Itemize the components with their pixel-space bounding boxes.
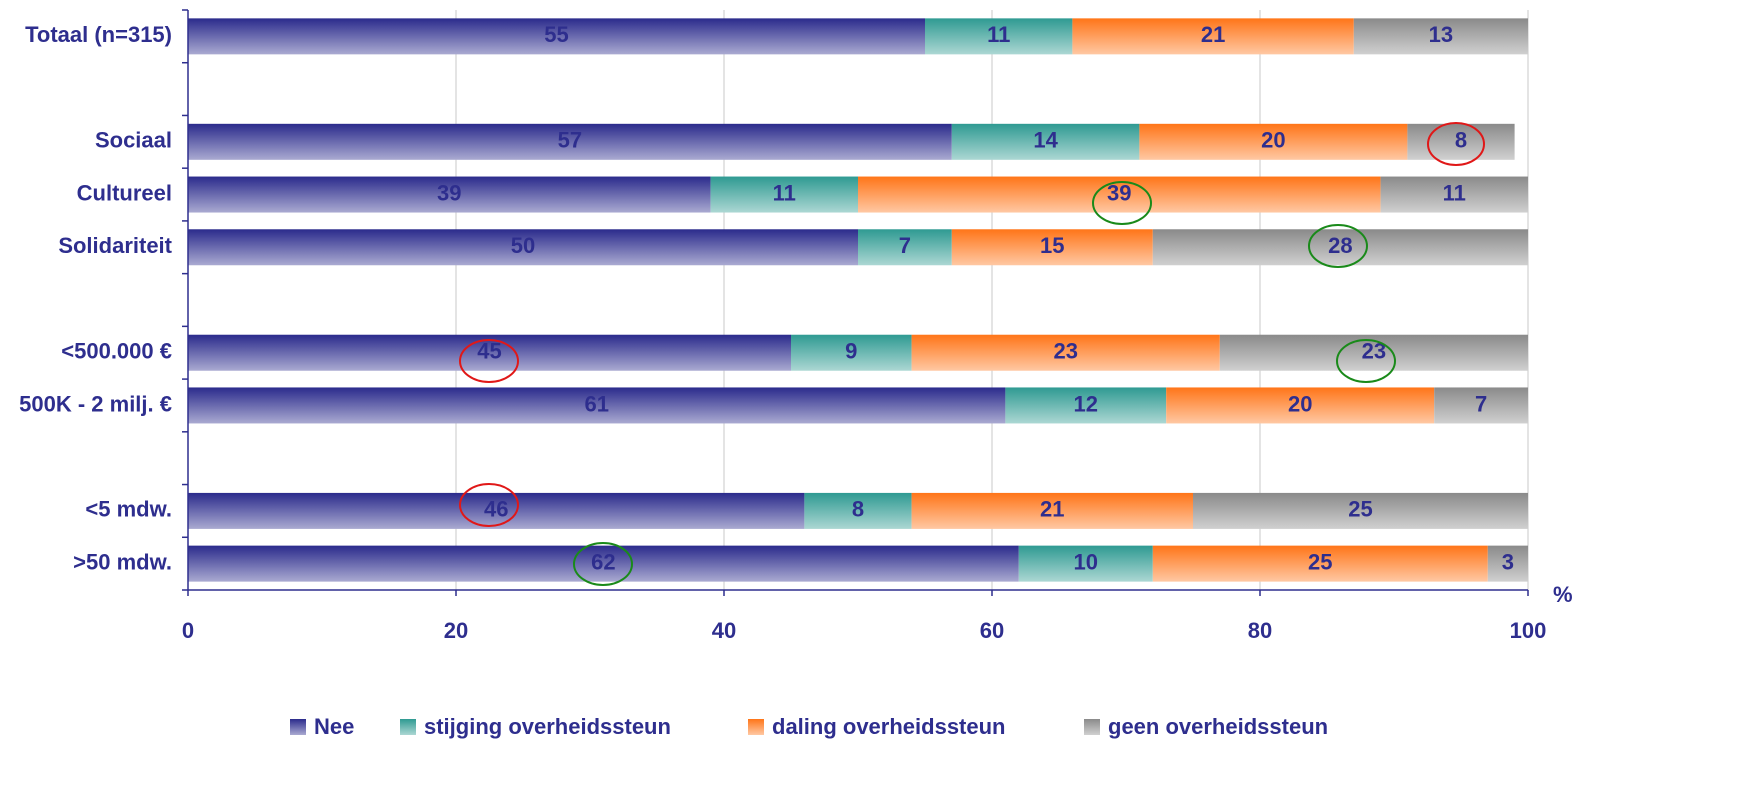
x-tick-label: 40 [712, 618, 736, 643]
data-label: 8 [852, 497, 864, 522]
bar-segment [911, 334, 1220, 371]
data-label: 45 [477, 339, 501, 364]
data-label: 39 [1107, 180, 1131, 205]
data-label: 14 [1033, 128, 1058, 153]
bar-segment [1152, 229, 1528, 266]
data-label: 9 [845, 339, 857, 364]
data-label: 62 [591, 549, 615, 574]
bar-segment [1166, 387, 1435, 424]
y-tick-label: Sociaal [95, 128, 172, 153]
bar-segment [1193, 492, 1528, 529]
data-label: 23 [1053, 339, 1077, 364]
bar-segment [951, 123, 1140, 160]
x-tick-label: 60 [980, 618, 1004, 643]
legend-label: geen overheidssteun [1108, 714, 1328, 739]
bar-segment [188, 176, 711, 213]
highlight-circle [1336, 339, 1396, 383]
bar-segment [1407, 123, 1515, 160]
data-label: 11 [1443, 180, 1466, 205]
bar-segment [188, 387, 1006, 424]
bar-segment [951, 229, 1153, 266]
data-label: 15 [1040, 233, 1064, 258]
y-tick-label: 500K - 2 milj. € [19, 391, 172, 416]
bar-segment [1152, 545, 1488, 582]
data-label: 13 [1429, 22, 1453, 47]
legend-label: stijging overheidssteun [424, 714, 671, 739]
bar-segment [1005, 387, 1167, 424]
x-axis-label: % [1553, 582, 1573, 607]
y-tick-label: Totaal (n=315) [25, 22, 172, 47]
bar-segment [1139, 123, 1408, 160]
data-label: 23 [1362, 339, 1386, 364]
y-tick-label: Solidariteit [58, 233, 172, 258]
y-tick-label: <500.000 € [61, 339, 172, 364]
data-label: 50 [511, 233, 535, 258]
data-label: 46 [484, 497, 508, 522]
data-label: 28 [1328, 233, 1352, 258]
data-label: 55 [544, 22, 568, 47]
x-tick-label: 100 [1510, 618, 1547, 643]
y-tick-label: >50 mdw. [73, 549, 172, 574]
highlight-circle [1427, 122, 1485, 166]
bar-segment [1072, 18, 1354, 55]
bar-segment [1487, 545, 1528, 582]
highlight-circle [573, 542, 633, 586]
bar-segment [1018, 545, 1153, 582]
x-tick-label: 20 [444, 618, 468, 643]
bar-segment [804, 492, 912, 529]
y-tick-label: <5 mdw. [85, 497, 172, 522]
bar-segment [188, 229, 858, 266]
data-label: 25 [1308, 549, 1332, 574]
bar-segment [1434, 387, 1528, 424]
data-label: 21 [1201, 22, 1225, 47]
y-tick-label: Cultureel [77, 180, 172, 205]
bar-segment [188, 123, 952, 160]
bar-segment [1380, 176, 1528, 213]
data-label: 25 [1348, 497, 1372, 522]
highlight-circle [459, 483, 519, 527]
bar-segment [791, 334, 912, 371]
data-label: 12 [1074, 391, 1098, 416]
data-label: 3 [1502, 549, 1514, 574]
legend-swatch [748, 719, 764, 735]
data-label: 7 [899, 233, 911, 258]
legend-label: Nee [314, 714, 354, 739]
bar-segment [1353, 18, 1528, 55]
data-label: 57 [558, 128, 582, 153]
x-tick-label: 80 [1248, 618, 1272, 643]
bar-segment [925, 18, 1073, 55]
x-tick-label: 0 [182, 618, 194, 643]
highlight-circle [1092, 181, 1152, 225]
bar-segment [188, 492, 805, 529]
legend-swatch [1084, 719, 1100, 735]
data-label: 7 [1475, 391, 1487, 416]
legend-label: daling overheidssteun [772, 714, 1006, 739]
highlight-circle [459, 339, 519, 383]
legend-swatch [400, 719, 416, 735]
data-label: 10 [1074, 549, 1098, 574]
data-label: 61 [584, 391, 608, 416]
data-label: 20 [1288, 391, 1312, 416]
bar-segment [858, 229, 952, 266]
bar-segment [911, 492, 1193, 529]
data-label: 11 [773, 180, 796, 205]
data-label: 20 [1261, 128, 1285, 153]
data-label: 11 [987, 22, 1010, 47]
bar-segment [188, 18, 925, 55]
data-label: 39 [437, 180, 461, 205]
highlight-circle [1308, 224, 1368, 268]
bar-segment [710, 176, 858, 213]
data-label: 8 [1455, 128, 1467, 153]
bar-segment [188, 545, 1019, 582]
data-label: 21 [1040, 497, 1064, 522]
legend-swatch [290, 719, 306, 735]
